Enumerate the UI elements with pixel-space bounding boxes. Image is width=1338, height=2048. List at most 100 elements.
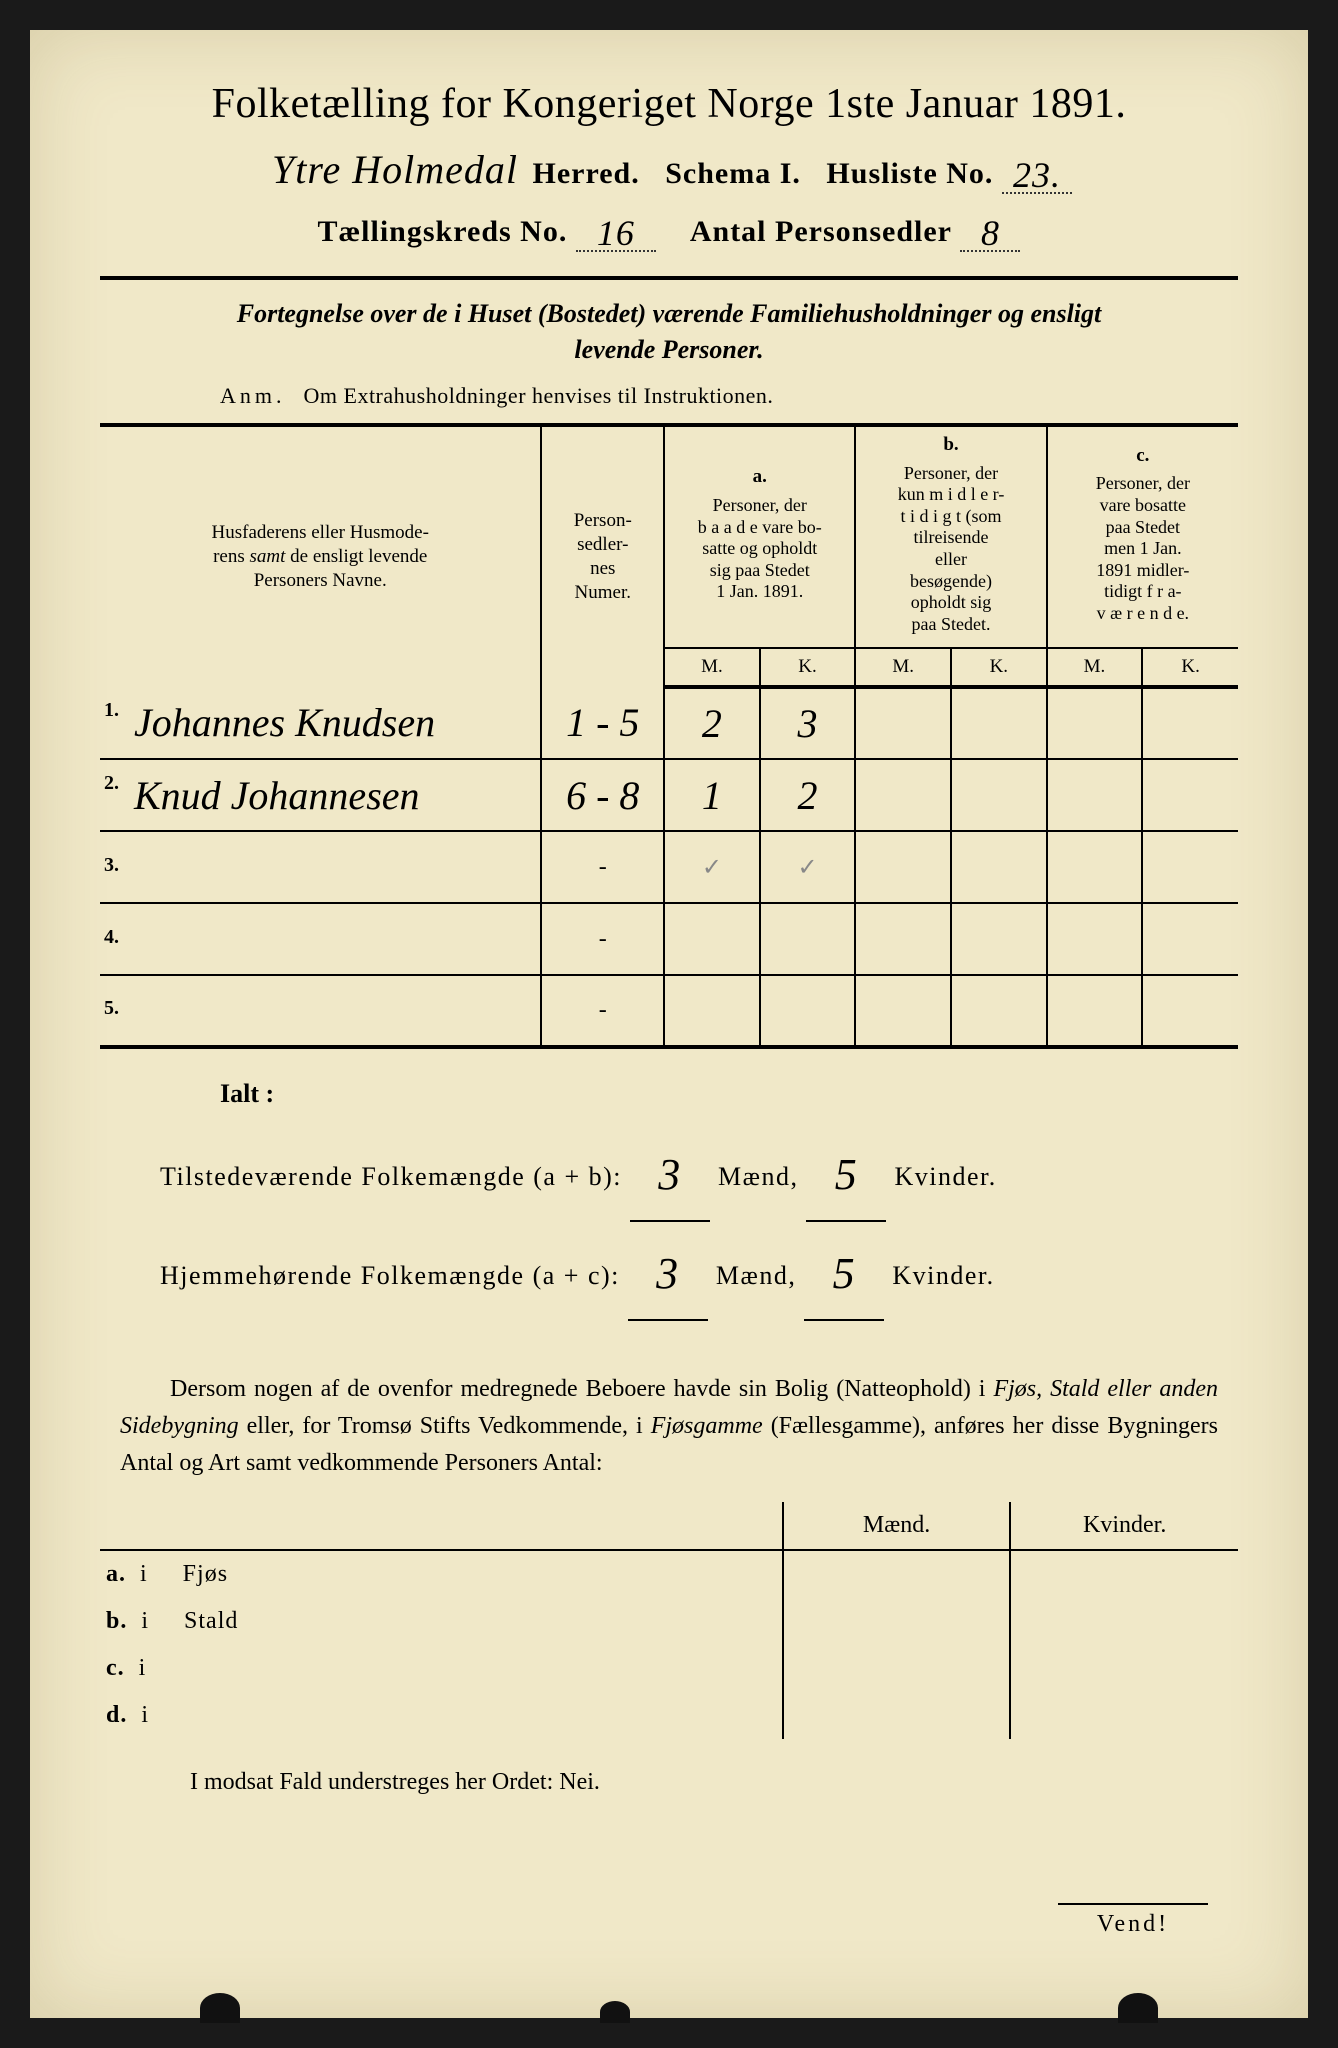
hjemme-row: Hjemmehørende Folkemængde (a + c): 3 Mæn… xyxy=(160,1222,1238,1321)
kreds-no-value: 16 xyxy=(597,213,635,253)
col-a-m: M. xyxy=(664,648,760,687)
hjemme-m-field: 3 xyxy=(628,1222,708,1321)
cell-value xyxy=(1142,687,1238,759)
cell-value xyxy=(951,759,1047,831)
side-cell xyxy=(783,1692,1011,1739)
tilstede-k-field: 5 xyxy=(806,1123,886,1222)
anm-text: Om Extrahusholdninger henvises til Instr… xyxy=(304,383,774,408)
col-name-header: Husfaderens eller Husmode-rens samt de e… xyxy=(100,425,541,687)
side-cell xyxy=(783,1645,1011,1692)
side-kvinder-header: Kvinder. xyxy=(1010,1502,1238,1550)
anm-prefix: Anm. xyxy=(220,383,286,408)
numer-value: 6 - 8 xyxy=(566,773,639,818)
cell-value xyxy=(1142,759,1238,831)
col-c-m: M. xyxy=(1047,648,1143,687)
side-building-table: Mænd. Kvinder. a. i Fjøs b. i Stald c. i… xyxy=(100,1502,1238,1739)
side-i: i xyxy=(141,1702,149,1728)
modsat-text: I modsat Fald understreges her Ordet: Ne… xyxy=(190,1769,1238,1796)
main-table: Husfaderens eller Husmode-rens samt de e… xyxy=(100,423,1238,1049)
hjemme-label: Hjemmehørende Folkemængde (a + c): xyxy=(160,1261,620,1290)
subtitle-line1: Fortegnelse over de i Huset (Bostedet) v… xyxy=(237,299,1102,328)
side-i: i xyxy=(141,1608,149,1634)
side-maend-header: Mænd. xyxy=(783,1502,1011,1550)
header-line-2: Tællingskreds No. 16 Antal Personsedler … xyxy=(100,208,1238,252)
cell-value xyxy=(855,687,951,759)
side-cell xyxy=(1010,1645,1238,1692)
side-i: i xyxy=(139,1655,147,1681)
kvinder-label: Kvinder. xyxy=(892,1261,994,1290)
col-b-label: b. Personer, derkun m i d l e r-t i d i … xyxy=(855,425,1046,649)
page-notch-icon xyxy=(200,1993,240,2023)
cell-value: 1 xyxy=(702,773,722,818)
table-row: 1. Johannes Knudsen 1 - 5 2 3 xyxy=(100,687,1238,759)
maend-label: Mænd, xyxy=(718,1162,798,1191)
husliste-no-value: 23. xyxy=(1013,155,1061,195)
table-row: 3. - ✓ ✓ xyxy=(100,831,1238,903)
person-name: Knud Johannesen xyxy=(134,773,420,818)
page-title: Folketælling for Kongeriget Norge 1ste J… xyxy=(100,80,1238,128)
paragraph-text: Dersom nogen af de ovenfor medregnede Be… xyxy=(120,1371,1218,1483)
kvinder-label: Kvinder. xyxy=(894,1162,996,1191)
tilstede-row: Tilstedeværende Folkemængde (a + b): 3 M… xyxy=(160,1123,1238,1222)
vend-label: Vend! xyxy=(1058,1903,1208,1938)
schema-label: Schema I. xyxy=(665,157,801,190)
cell-value: 2 xyxy=(702,701,722,746)
col-b-m: M. xyxy=(855,648,951,687)
cell-value: ✓ xyxy=(760,831,856,903)
side-cell xyxy=(1010,1692,1238,1739)
census-form-page: Folketælling for Kongeriget Norge 1ste J… xyxy=(30,30,1308,2018)
cell-value: 2 xyxy=(798,773,818,818)
side-row: c. i xyxy=(100,1645,1238,1692)
numer-value: - xyxy=(541,975,664,1047)
col-c-k: K. xyxy=(1142,648,1238,687)
col-b-desc: Personer, derkun m i d l e r-t i d i g t… xyxy=(860,457,1041,642)
subtitle: Fortegnelse over de i Huset (Bostedet) v… xyxy=(100,296,1238,369)
kreds-label: Tællingskreds No. xyxy=(318,215,568,248)
hjemme-k-field: 5 xyxy=(804,1222,884,1321)
husliste-no-field: 23. xyxy=(1002,150,1072,194)
tilstede-m-field: 3 xyxy=(630,1123,710,1222)
herred-label: Herred. xyxy=(533,157,640,190)
side-cell xyxy=(783,1598,1011,1645)
numer-value: 1 - 5 xyxy=(566,700,639,745)
table-row: 4. - xyxy=(100,903,1238,975)
row-number: 2. xyxy=(104,772,128,795)
side-cell xyxy=(1010,1550,1238,1598)
tilstede-k-value: 5 xyxy=(835,1150,859,1199)
antal-value: 8 xyxy=(981,213,1000,253)
side-i: i xyxy=(140,1561,148,1587)
page-notch-icon xyxy=(600,2001,630,2023)
tilstede-m-value: 3 xyxy=(658,1150,682,1199)
col-a-label: a. Personer, derb a a d e vare bo-satte … xyxy=(664,425,855,649)
side-key: b. xyxy=(106,1608,127,1634)
hjemme-k-value: 5 xyxy=(833,1249,857,1298)
italic-2: Fjøsgamme xyxy=(651,1413,763,1439)
col-c-label: c. Personer, dervare bosattepaa Stedetme… xyxy=(1047,425,1238,649)
cell-value: ✓ xyxy=(664,831,760,903)
tilstede-label: Tilstedeværende Folkemængde (a + b): xyxy=(160,1162,622,1191)
totals-block: Tilstedeværende Folkemængde (a + b): 3 M… xyxy=(160,1123,1238,1321)
numer-value: - xyxy=(541,903,664,975)
herred-handwritten: Ytre Holmedal xyxy=(266,146,524,193)
cell-value xyxy=(1047,759,1143,831)
hjemme-m-value: 3 xyxy=(656,1249,680,1298)
person-name: Johannes Knudsen xyxy=(134,700,435,745)
antal-field: 8 xyxy=(960,208,1020,252)
side-row: a. i Fjøs xyxy=(100,1550,1238,1598)
cell-value xyxy=(855,759,951,831)
side-row: d. i xyxy=(100,1692,1238,1739)
cell-value xyxy=(1047,687,1143,759)
col-c-desc: Personer, dervare bosattepaa Stedetmen 1… xyxy=(1052,467,1234,630)
kreds-no-field: 16 xyxy=(576,208,656,252)
col-a-desc: Personer, derb a a d e vare bo-satte og … xyxy=(669,489,850,609)
side-cell xyxy=(1010,1598,1238,1645)
side-label: Stald xyxy=(184,1608,238,1634)
side-label: Fjøs xyxy=(183,1561,228,1587)
antal-label: Antal Personsedler xyxy=(690,215,952,248)
anm-note: Anm. Om Extrahusholdninger henvises til … xyxy=(220,383,1238,409)
col-a-k: K. xyxy=(760,648,856,687)
row-number: 1. xyxy=(104,699,128,722)
ialt-label: Ialt : xyxy=(220,1079,1238,1109)
subtitle-line2: levende Personer. xyxy=(574,335,763,364)
row-number: 3. xyxy=(104,854,128,877)
